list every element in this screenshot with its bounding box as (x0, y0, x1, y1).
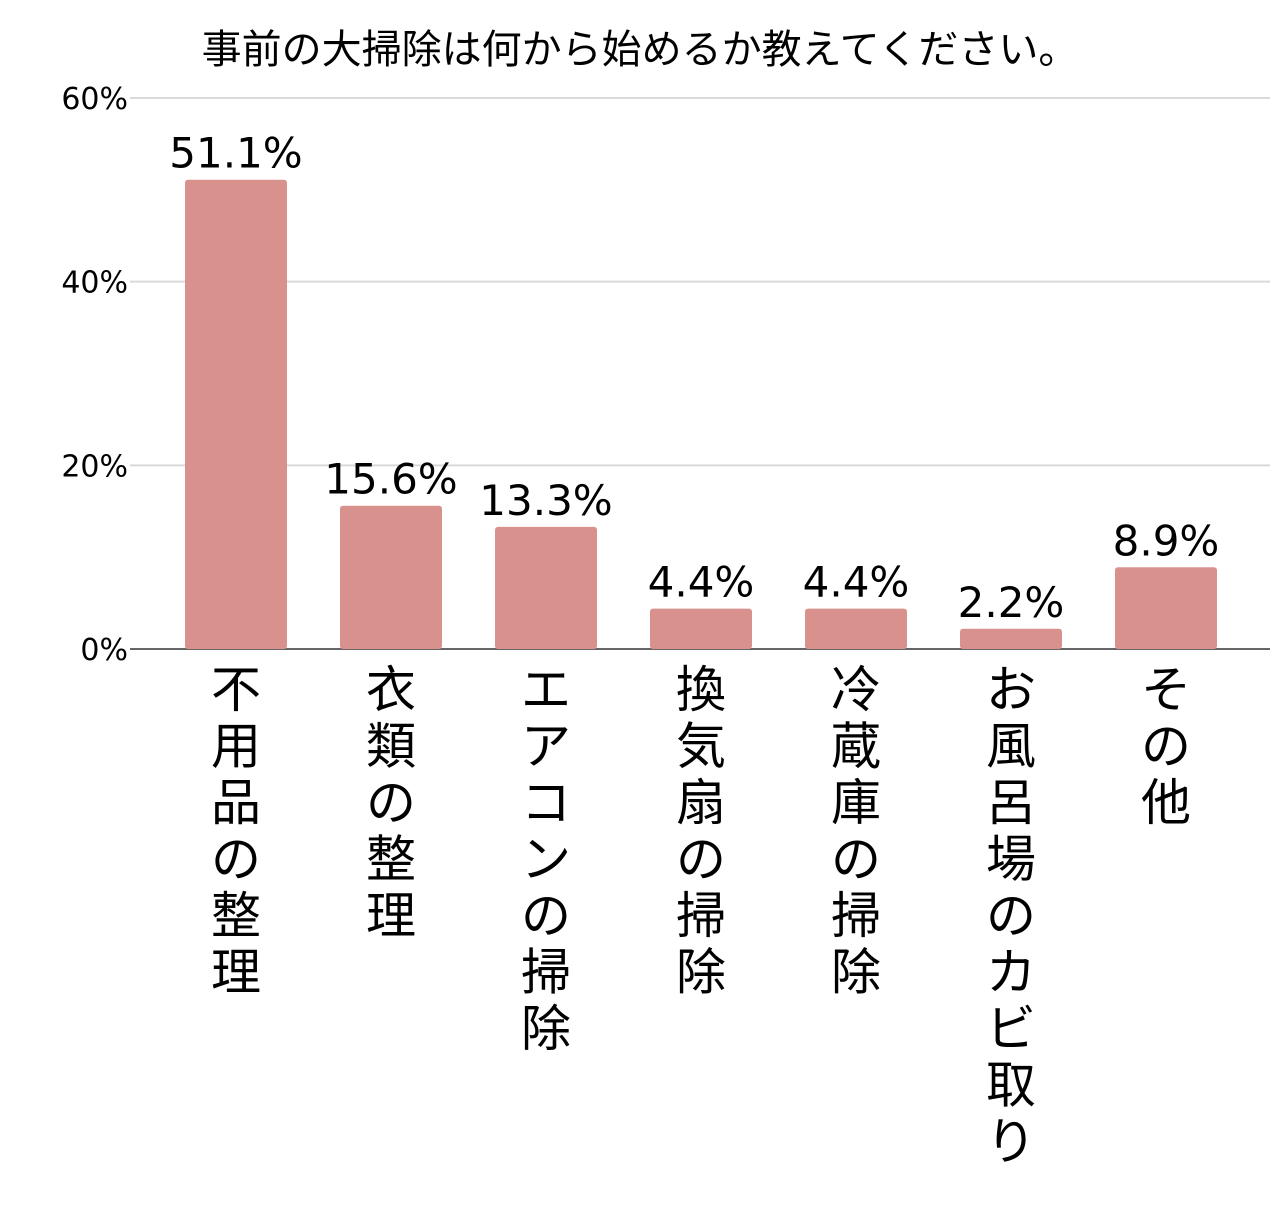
bars (185, 179, 1217, 649)
data-label-3: 4.4% (648, 558, 755, 607)
bar-2 (495, 526, 597, 649)
data-label-0: 51.1% (169, 129, 302, 178)
category-label-2: エアコンの掃除 (521, 661, 571, 1058)
category-label-5: お風呂場のカビ取り (986, 661, 1036, 1171)
data-label-6: 8.9% (1113, 516, 1220, 565)
data-labels: 51.1% 15.6% 13.3% 4.4% 4.4% 2.2% 8.9% (169, 129, 1219, 627)
data-label-1: 15.6% (324, 455, 457, 504)
category-label-3: 換気扇の掃除 (676, 661, 726, 1002)
bar-4 (805, 608, 907, 649)
y-tick-label-40: 40% (61, 266, 128, 301)
bar-5 (960, 628, 1062, 649)
data-label-2: 13.3% (479, 476, 612, 525)
chart-title: 事前の大掃除は何から始めるか教えてください。 (202, 27, 1079, 73)
bar-1 (340, 505, 442, 649)
y-tick-label-60: 60% (61, 82, 128, 117)
bar-0 (185, 179, 287, 649)
y-tick-label-0: 0% (80, 633, 128, 668)
data-label-4: 4.4% (803, 558, 910, 607)
category-label-1: 衣類の整理 (366, 661, 416, 945)
category-labels: 不用品の整理 衣類の整理 エアコンの掃除 換気扇の掃除 冷蔵庫の掃除 お風呂場のカビ取り そ… (211, 661, 1191, 1171)
bar-3 (650, 608, 752, 649)
category-label-0: 不用品の整理 (211, 661, 261, 1002)
data-label-5: 2.2% (958, 578, 1065, 627)
y-tick-label-20: 20% (61, 449, 128, 484)
bar-6 (1115, 567, 1217, 649)
category-label-4: 冷蔵庫の掃除 (831, 661, 881, 1002)
category-label-6: その他 (1141, 661, 1191, 832)
y-axis-ticks: 0% 20% 40% 60% (61, 82, 128, 668)
